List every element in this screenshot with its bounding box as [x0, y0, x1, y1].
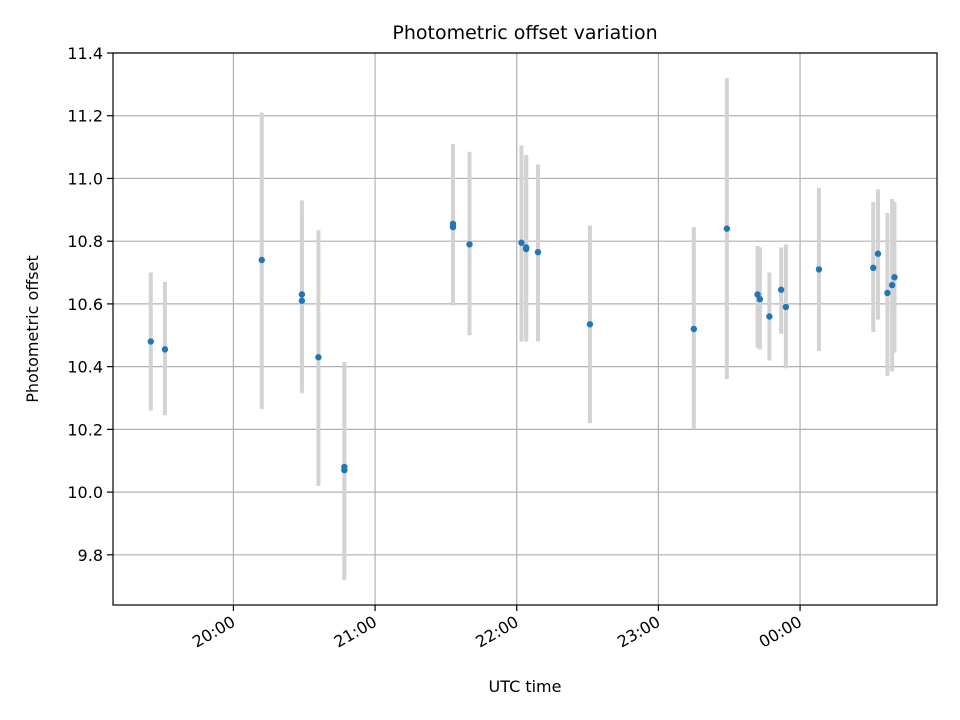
x-axis-label: UTC time — [489, 677, 562, 696]
y-tick-label: 11.0 — [67, 169, 103, 188]
data-point — [534, 248, 542, 256]
chart-title: Photometric offset variation — [392, 22, 657, 44]
point-layer — [147, 220, 898, 474]
data-point — [298, 297, 306, 304]
x-tick-label: 23:00 — [614, 612, 663, 652]
data-point — [586, 321, 594, 328]
data-point — [891, 274, 898, 281]
data-point — [870, 264, 877, 272]
y-tick-label: 11.4 — [67, 44, 103, 63]
data-point — [756, 296, 764, 303]
y-tick-label: 10.0 — [67, 483, 103, 502]
data-point — [522, 245, 530, 253]
y-tick-label: 11.2 — [67, 107, 103, 126]
y-axis-label: Photometric offset — [23, 255, 42, 403]
error-bar-layer — [148, 78, 897, 580]
y-tick-label: 10.4 — [67, 358, 103, 377]
data-point — [449, 223, 457, 231]
data-point — [888, 281, 896, 289]
plot-frame — [112, 52, 938, 606]
x-tick-label: 22:00 — [472, 612, 521, 652]
data-point — [766, 313, 773, 320]
y-tick-label: 10.6 — [67, 295, 103, 314]
x-tick-label: 21:00 — [331, 612, 380, 652]
data-point — [298, 291, 306, 298]
data-point — [777, 286, 785, 293]
y-tick-label: 10.8 — [67, 232, 103, 251]
x-tick-label: 00:00 — [756, 612, 805, 652]
data-point — [466, 241, 473, 248]
data-point — [815, 266, 823, 273]
x-tick-label: 20:00 — [189, 612, 238, 652]
data-point — [690, 325, 698, 333]
data-point — [518, 239, 525, 246]
data-point — [782, 303, 790, 311]
data-point — [341, 466, 348, 474]
data-point — [147, 338, 154, 345]
y-tick-label: 9.8 — [78, 546, 103, 565]
data-point — [315, 354, 322, 361]
data-point — [723, 225, 731, 232]
y-tick-label: 10.2 — [67, 420, 103, 439]
data-point — [874, 250, 882, 257]
data-point — [884, 289, 891, 297]
data-point — [161, 346, 169, 353]
data-point — [258, 256, 265, 264]
